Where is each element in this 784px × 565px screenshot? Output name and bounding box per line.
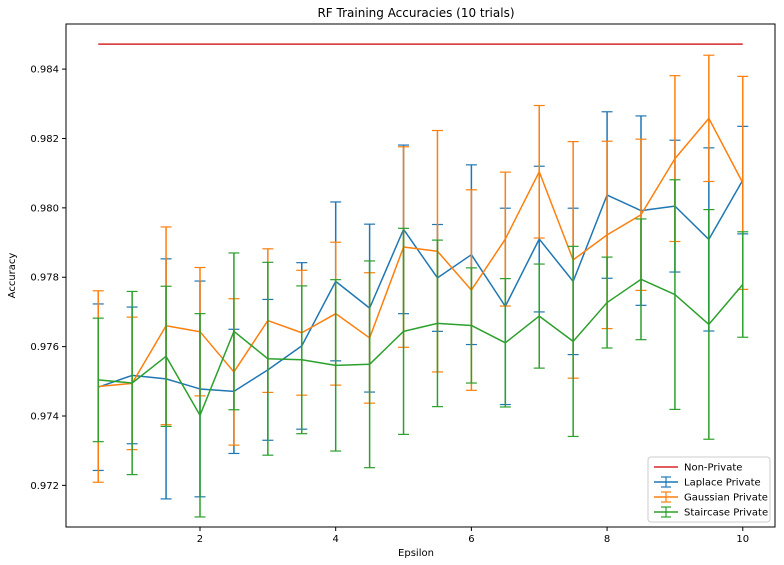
y-tick-label: 0.978 bbox=[30, 273, 59, 284]
plot-area bbox=[92, 43, 749, 518]
y-tick-label: 0.976 bbox=[30, 342, 59, 353]
y-tick-label: 0.984 bbox=[30, 65, 59, 76]
legend-label: Staircase Private bbox=[684, 508, 768, 519]
legend-label: Laplace Private bbox=[684, 478, 761, 489]
y-tick-label: 0.972 bbox=[30, 481, 59, 492]
series-laplace-private bbox=[92, 111, 749, 500]
plot-frame bbox=[65, 23, 776, 528]
y-tick-label: 0.974 bbox=[30, 411, 59, 422]
series-gaussian-private bbox=[92, 54, 749, 483]
x-tick-label: 10 bbox=[736, 534, 749, 545]
series-staircase-private bbox=[92, 179, 749, 518]
legend-item-laplace-private: Laplace Private bbox=[654, 476, 761, 489]
x-axis: 2 4 6 8 10 bbox=[197, 527, 749, 545]
y-axis: 0.972 0.974 0.976 0.978 0.980 0.982 0.984 bbox=[30, 65, 66, 492]
series-line bbox=[97, 179, 744, 393]
series-line bbox=[98, 278, 744, 417]
legend-label: Gaussian Private bbox=[684, 493, 768, 504]
legend: Non-Private Laplace Private Gaussian Priva… bbox=[647, 456, 771, 523]
legend-item-gaussian-private: Gaussian Private bbox=[654, 491, 768, 504]
x-tick-label: 8 bbox=[604, 534, 610, 545]
chart-title: RF Training Accuracies (10 trials) bbox=[317, 6, 514, 20]
series-line bbox=[98, 117, 744, 388]
legend-label: Non-Private bbox=[684, 463, 742, 474]
x-axis-label: Epsilon bbox=[398, 548, 434, 559]
legend-item-non-private: Non-Private bbox=[654, 463, 742, 474]
y-tick-label: 0.982 bbox=[30, 134, 59, 145]
legend-item-staircase-private: Staircase Private bbox=[654, 506, 768, 519]
legend-box bbox=[647, 456, 771, 523]
x-tick-label: 4 bbox=[333, 534, 339, 545]
x-tick-label: 2 bbox=[197, 534, 203, 545]
x-tick-label: 6 bbox=[468, 534, 474, 545]
y-tick-label: 0.980 bbox=[30, 203, 59, 214]
y-axis-label: Accuracy bbox=[7, 253, 18, 299]
